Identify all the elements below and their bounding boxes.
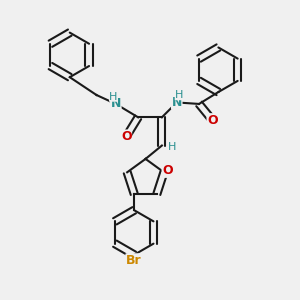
Text: N: N xyxy=(111,98,121,110)
Text: O: O xyxy=(121,130,131,143)
Text: H: H xyxy=(175,90,183,100)
Text: O: O xyxy=(162,164,173,177)
Text: O: O xyxy=(207,114,218,127)
Text: N: N xyxy=(172,96,182,109)
Text: H: H xyxy=(168,142,176,152)
Text: Br: Br xyxy=(126,254,142,267)
Text: H: H xyxy=(109,92,118,101)
